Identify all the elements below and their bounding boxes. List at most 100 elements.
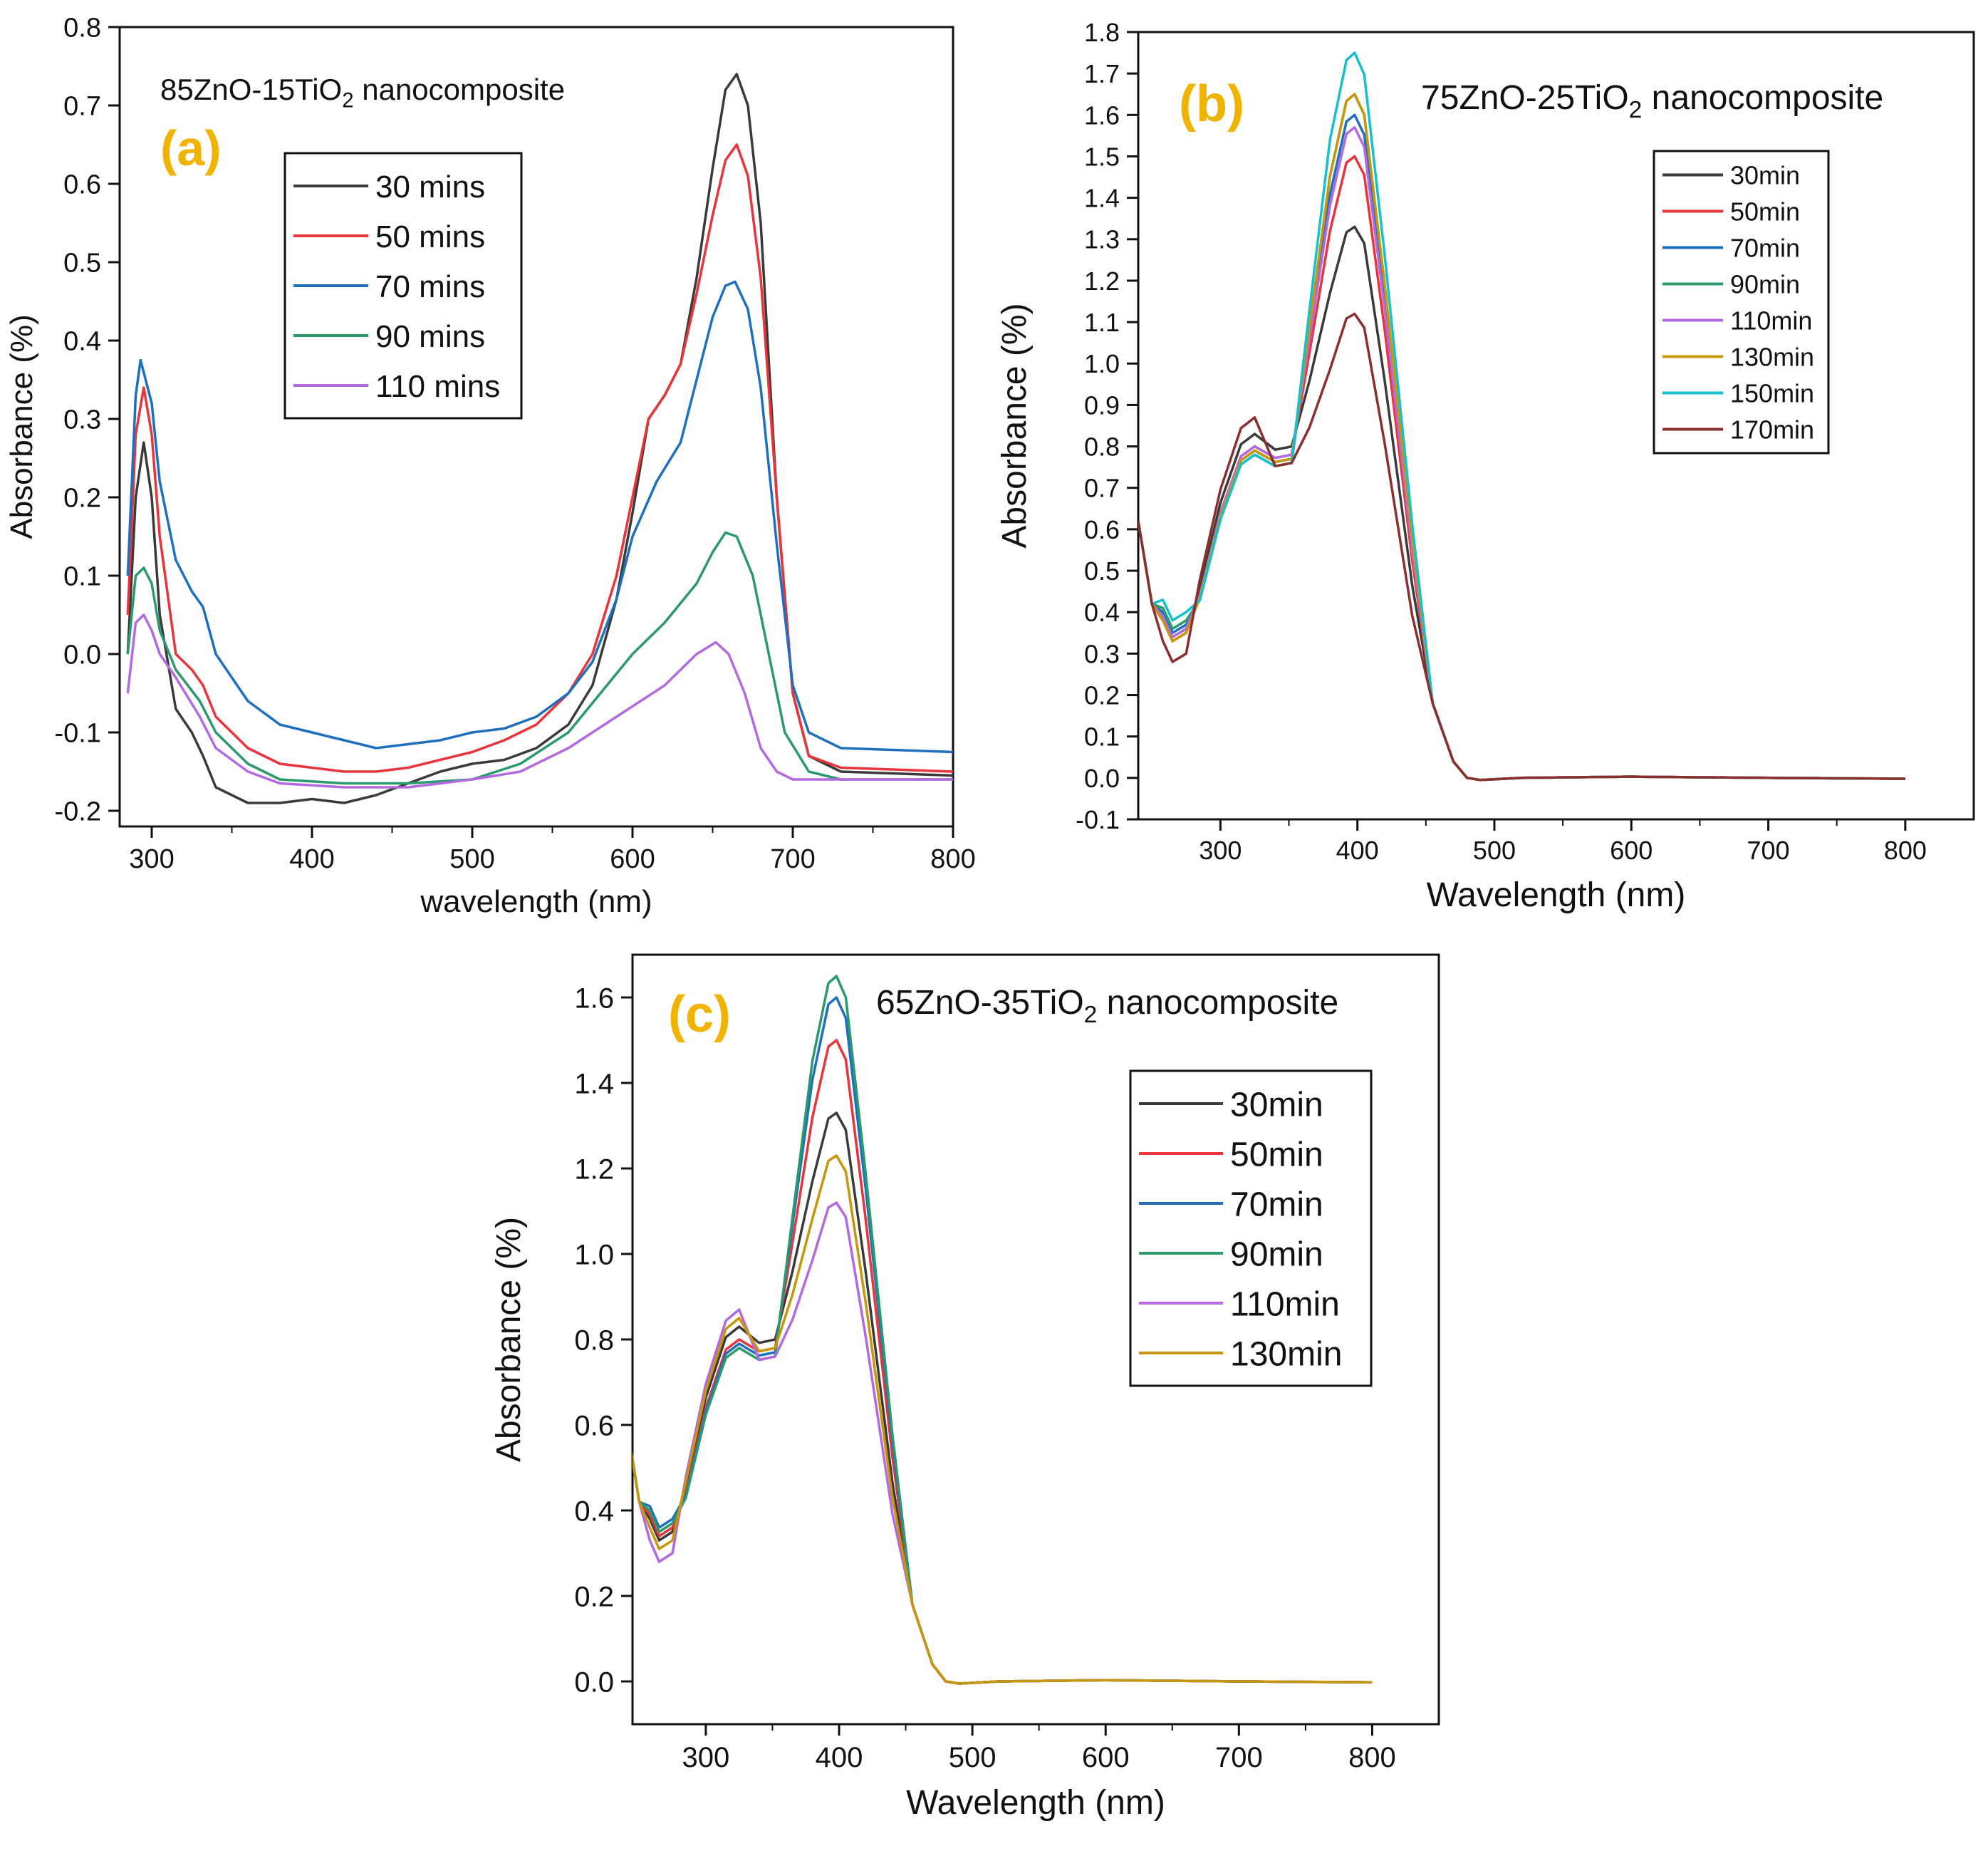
y-tick-label: 0.6	[63, 170, 101, 200]
legend-label: 110min	[1230, 1285, 1340, 1323]
y-tick-label: 1.5	[1084, 142, 1120, 171]
x-tick-label: 600	[1610, 836, 1653, 865]
y-tick-label: 1.0	[1084, 349, 1120, 378]
y-tick-label: 0.9	[1084, 390, 1120, 420]
legend-label: 150min	[1730, 378, 1814, 408]
x-tick-label: 500	[949, 1742, 996, 1773]
y-tick-label: 0.7	[63, 92, 101, 122]
y-tick-label: 0.8	[63, 14, 101, 43]
legend-label: 110 mins	[375, 369, 500, 404]
title-main: 85ZnO-15TiO	[160, 73, 342, 106]
legend-label: 50min	[1730, 197, 1800, 226]
x-tick-label: 700	[770, 844, 815, 874]
y-tick-label: 0.8	[1084, 432, 1120, 462]
y-tick-label: 0.4	[63, 327, 101, 357]
panel-label: (b)	[1179, 76, 1244, 133]
title-main: 65ZnO-35TiO	[876, 984, 1084, 1022]
y-tick-label: -0.2	[55, 797, 101, 827]
y-tick-label: 1.4	[574, 1068, 614, 1099]
x-axis-label: Wavelength (nm)	[1427, 876, 1686, 914]
y-tick-label: 0.0	[574, 1666, 614, 1698]
y-tick-label: 0.5	[1084, 556, 1120, 586]
y-tick-label: 0.2	[574, 1581, 614, 1612]
title-tail: nanocomposite	[1642, 79, 1883, 117]
x-tick-label: 500	[1473, 836, 1516, 865]
legend-label: 30min	[1730, 160, 1800, 190]
series-line-90-mins	[126, 531, 953, 785]
y-tick-label: 1.3	[1084, 225, 1120, 254]
y-tick-label: 0.5	[63, 249, 101, 279]
x-tick-label: 400	[1336, 836, 1379, 865]
legend-label: 90min	[1730, 269, 1800, 299]
x-axis-label: Wavelength (nm)	[906, 1784, 1165, 1822]
legend-label: 130min	[1230, 1335, 1342, 1373]
plot-frame	[118, 26, 954, 828]
title-tail: nanocomposite	[1097, 984, 1338, 1022]
legend-label: 170min	[1730, 415, 1814, 444]
x-tick-label: 700	[1215, 1742, 1263, 1773]
y-tick-label: 0.0	[63, 641, 101, 670]
y-tick-label: 0.7	[1084, 474, 1120, 503]
y-tick-label: 0.3	[63, 405, 101, 435]
x-tick-label: 300	[1199, 836, 1242, 865]
x-tick-label: 800	[1348, 1742, 1396, 1773]
legend: 30min 50min 70min 90min 110min 130min 150min 17…	[1653, 150, 1830, 455]
y-tick-label: 0.4	[1084, 598, 1120, 627]
x-tick-label: 500	[449, 844, 494, 874]
legend-label: 90 mins	[375, 319, 485, 354]
legend-label: 130min	[1730, 342, 1814, 371]
series-line-70-mins	[126, 280, 953, 754]
y-tick-label: 1.1	[1084, 308, 1120, 337]
chart-title: 85ZnO-15TiO2 nanocomposite	[160, 73, 565, 113]
x-axis-label: wavelength (nm)	[420, 884, 652, 919]
y-tick-label: 0.8	[574, 1324, 614, 1356]
chart-title: 75ZnO-25TiO2 nanocomposite	[1421, 79, 1883, 123]
legend-box	[1653, 150, 1830, 455]
title-subscript: 2	[1629, 97, 1643, 123]
x-tick-label: 600	[610, 844, 655, 874]
series-line-50-mins	[126, 143, 953, 773]
series-line-170min	[1138, 312, 1905, 782]
chart-panel-1: 300 400 500 600 700 800 -0.2 -0.1 0.0 0.1 0.2 0.3 0.…	[4, 14, 976, 919]
y-tick-label: 0.2	[63, 484, 101, 514]
legend-label: 30 mins	[375, 170, 485, 204]
y-tick-label: 0.1	[1084, 722, 1120, 752]
panel-label: (a)	[160, 120, 222, 176]
chart-panel-2: 300 400 500 600 700 800 -0.1 0.0 0.1 0.2 0.3 0.4 0.5…	[996, 18, 1975, 914]
x-tick-label: 300	[682, 1742, 730, 1773]
legend: 30 mins 50 mins 70 mins 90 mins 110 mins	[283, 152, 523, 420]
y-tick-label: 1.8	[1084, 18, 1120, 47]
y-tick-label: -0.1	[55, 719, 101, 749]
series-line-30-mins	[126, 73, 953, 804]
legend-label: 90min	[1230, 1235, 1323, 1273]
series-line-110-mins	[126, 613, 953, 789]
title-subscript: 2	[1084, 1002, 1098, 1028]
legend: 30min 50min 70min 90min 110min 130min	[1129, 1069, 1373, 1387]
legend-label: 70min	[1230, 1186, 1323, 1223]
x-tick-label: 400	[816, 1742, 863, 1773]
y-tick-label: 0.1	[63, 562, 101, 592]
x-tick-label: 800	[1884, 836, 1927, 865]
y-tick-label: 0.3	[1084, 639, 1120, 668]
y-tick-label: 1.6	[574, 982, 614, 1014]
y-axis-label: Absorbance (%)	[4, 314, 39, 539]
legend-label: 50min	[1230, 1136, 1323, 1173]
x-tick-label: 400	[289, 844, 334, 874]
y-tick-label: 1.6	[1084, 100, 1120, 130]
series-line-130min	[633, 1154, 1373, 1685]
y-tick-label: -0.1	[1076, 805, 1120, 834]
title-subscript: 2	[342, 89, 353, 113]
x-tick-label: 800	[930, 844, 975, 874]
chart-panel-3: 300 400 500 600 700 800 0.0 0.2 0.4 0.6 0.8 1.0 1.2 1…	[490, 953, 1440, 1822]
title-tail: nanocomposite	[354, 73, 566, 106]
panel-label: (c)	[668, 986, 731, 1043]
legend-label: 50 mins	[375, 219, 485, 254]
y-tick-label: 0.2	[1084, 680, 1120, 710]
y-axis-label: Absorbance (%)	[996, 303, 1034, 548]
y-tick-label: 0.0	[1084, 764, 1120, 793]
legend-box	[1129, 1069, 1373, 1387]
y-tick-label: 1.2	[574, 1153, 614, 1185]
x-tick-label: 700	[1747, 836, 1790, 865]
title-main: 75ZnO-25TiO	[1421, 79, 1629, 117]
y-tick-label: 1.2	[1084, 266, 1120, 296]
